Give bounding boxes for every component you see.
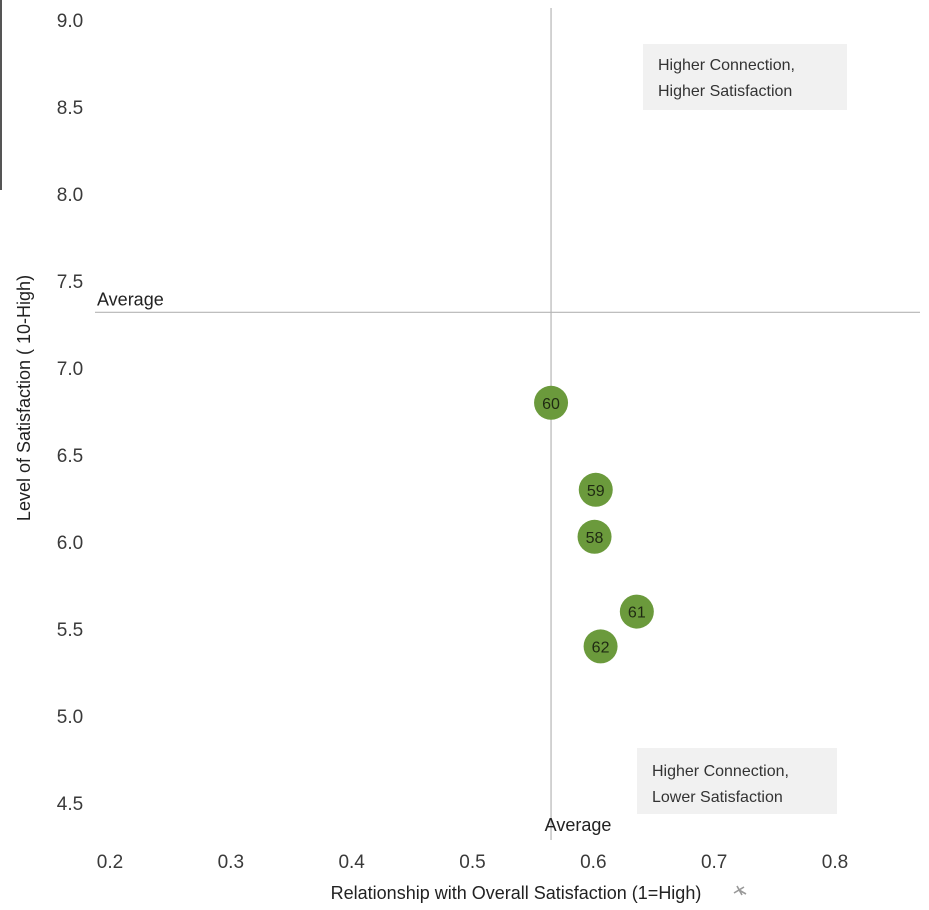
data-point-61: 61: [619, 594, 654, 629]
point-label: 59: [587, 483, 605, 500]
point-label: 58: [586, 530, 604, 547]
y-axis-title: Level of Satisfaction ( 10-High): [14, 275, 34, 521]
x-tick-label: 0.5: [459, 852, 485, 873]
quadrant-box-bottom-right: [637, 748, 837, 814]
quadrant-label-top-right-line-1: Higher Connection,: [658, 57, 795, 74]
quadrant-box-top-right: [643, 44, 847, 110]
quadrant-label-top-right-line-2: Higher Satisfaction: [658, 83, 792, 100]
point-marker: [578, 472, 613, 507]
x-axis-title: Relationship with Overall Satisfaction (…: [331, 883, 702, 903]
point-marker: [534, 385, 569, 420]
quadrant-label-bottom-right-line-2: Lower Satisfaction: [652, 789, 783, 806]
quadrant-labels: Higher Connection, Higher Satisfaction H…: [637, 44, 847, 814]
x-tick-label: 0.3: [218, 852, 244, 873]
axis-ticks: 0.2 0.3 0.4 0.5 0.6 0.7 0.8 9.0 8.5 8.0 7.5 7.0 6.5 6…: [57, 11, 848, 873]
y-tick-label: 7.0: [57, 359, 83, 380]
x-tick-label: 0.2: [97, 852, 123, 873]
point-label: 60: [542, 396, 560, 413]
x-tick-label: 0.6: [580, 852, 606, 873]
point-marker: [583, 629, 618, 664]
x-tick-label: 0.8: [822, 852, 848, 873]
y-tick-label: 6.5: [57, 446, 83, 467]
y-tick-label: 8.0: [57, 185, 83, 206]
x-tick-label: 0.4: [338, 852, 365, 873]
left-edge-line: [0, 0, 2, 190]
data-points: 60 59 58 61 62: [534, 385, 654, 664]
y-average-label: Average: [97, 289, 164, 309]
x-average-label: Average: [545, 815, 612, 835]
y-tick-label: 9.0: [57, 11, 83, 32]
point-marker: [619, 594, 654, 629]
x-tick-label: 0.7: [701, 852, 727, 873]
point-label: 62: [592, 639, 610, 656]
y-tick-label: 6.0: [57, 533, 83, 554]
data-point-62: 62: [583, 629, 618, 664]
quadrant-label-bottom-right-line-1: Higher Connection,: [652, 763, 789, 780]
data-point-59: 59: [578, 472, 613, 507]
point-marker: [577, 519, 612, 554]
data-point-60: 60: [534, 385, 569, 420]
y-tick-label: 7.5: [57, 272, 83, 293]
y-tick-label: 8.5: [57, 98, 83, 119]
y-tick-label: 5.0: [57, 707, 83, 728]
reference-lines: Average Average: [95, 8, 920, 840]
pin-icon: [733, 885, 747, 896]
point-label: 61: [628, 605, 646, 622]
y-tick-label: 5.5: [57, 620, 83, 641]
y-tick-label: 4.5: [57, 794, 83, 815]
data-point-58: 58: [577, 519, 612, 554]
